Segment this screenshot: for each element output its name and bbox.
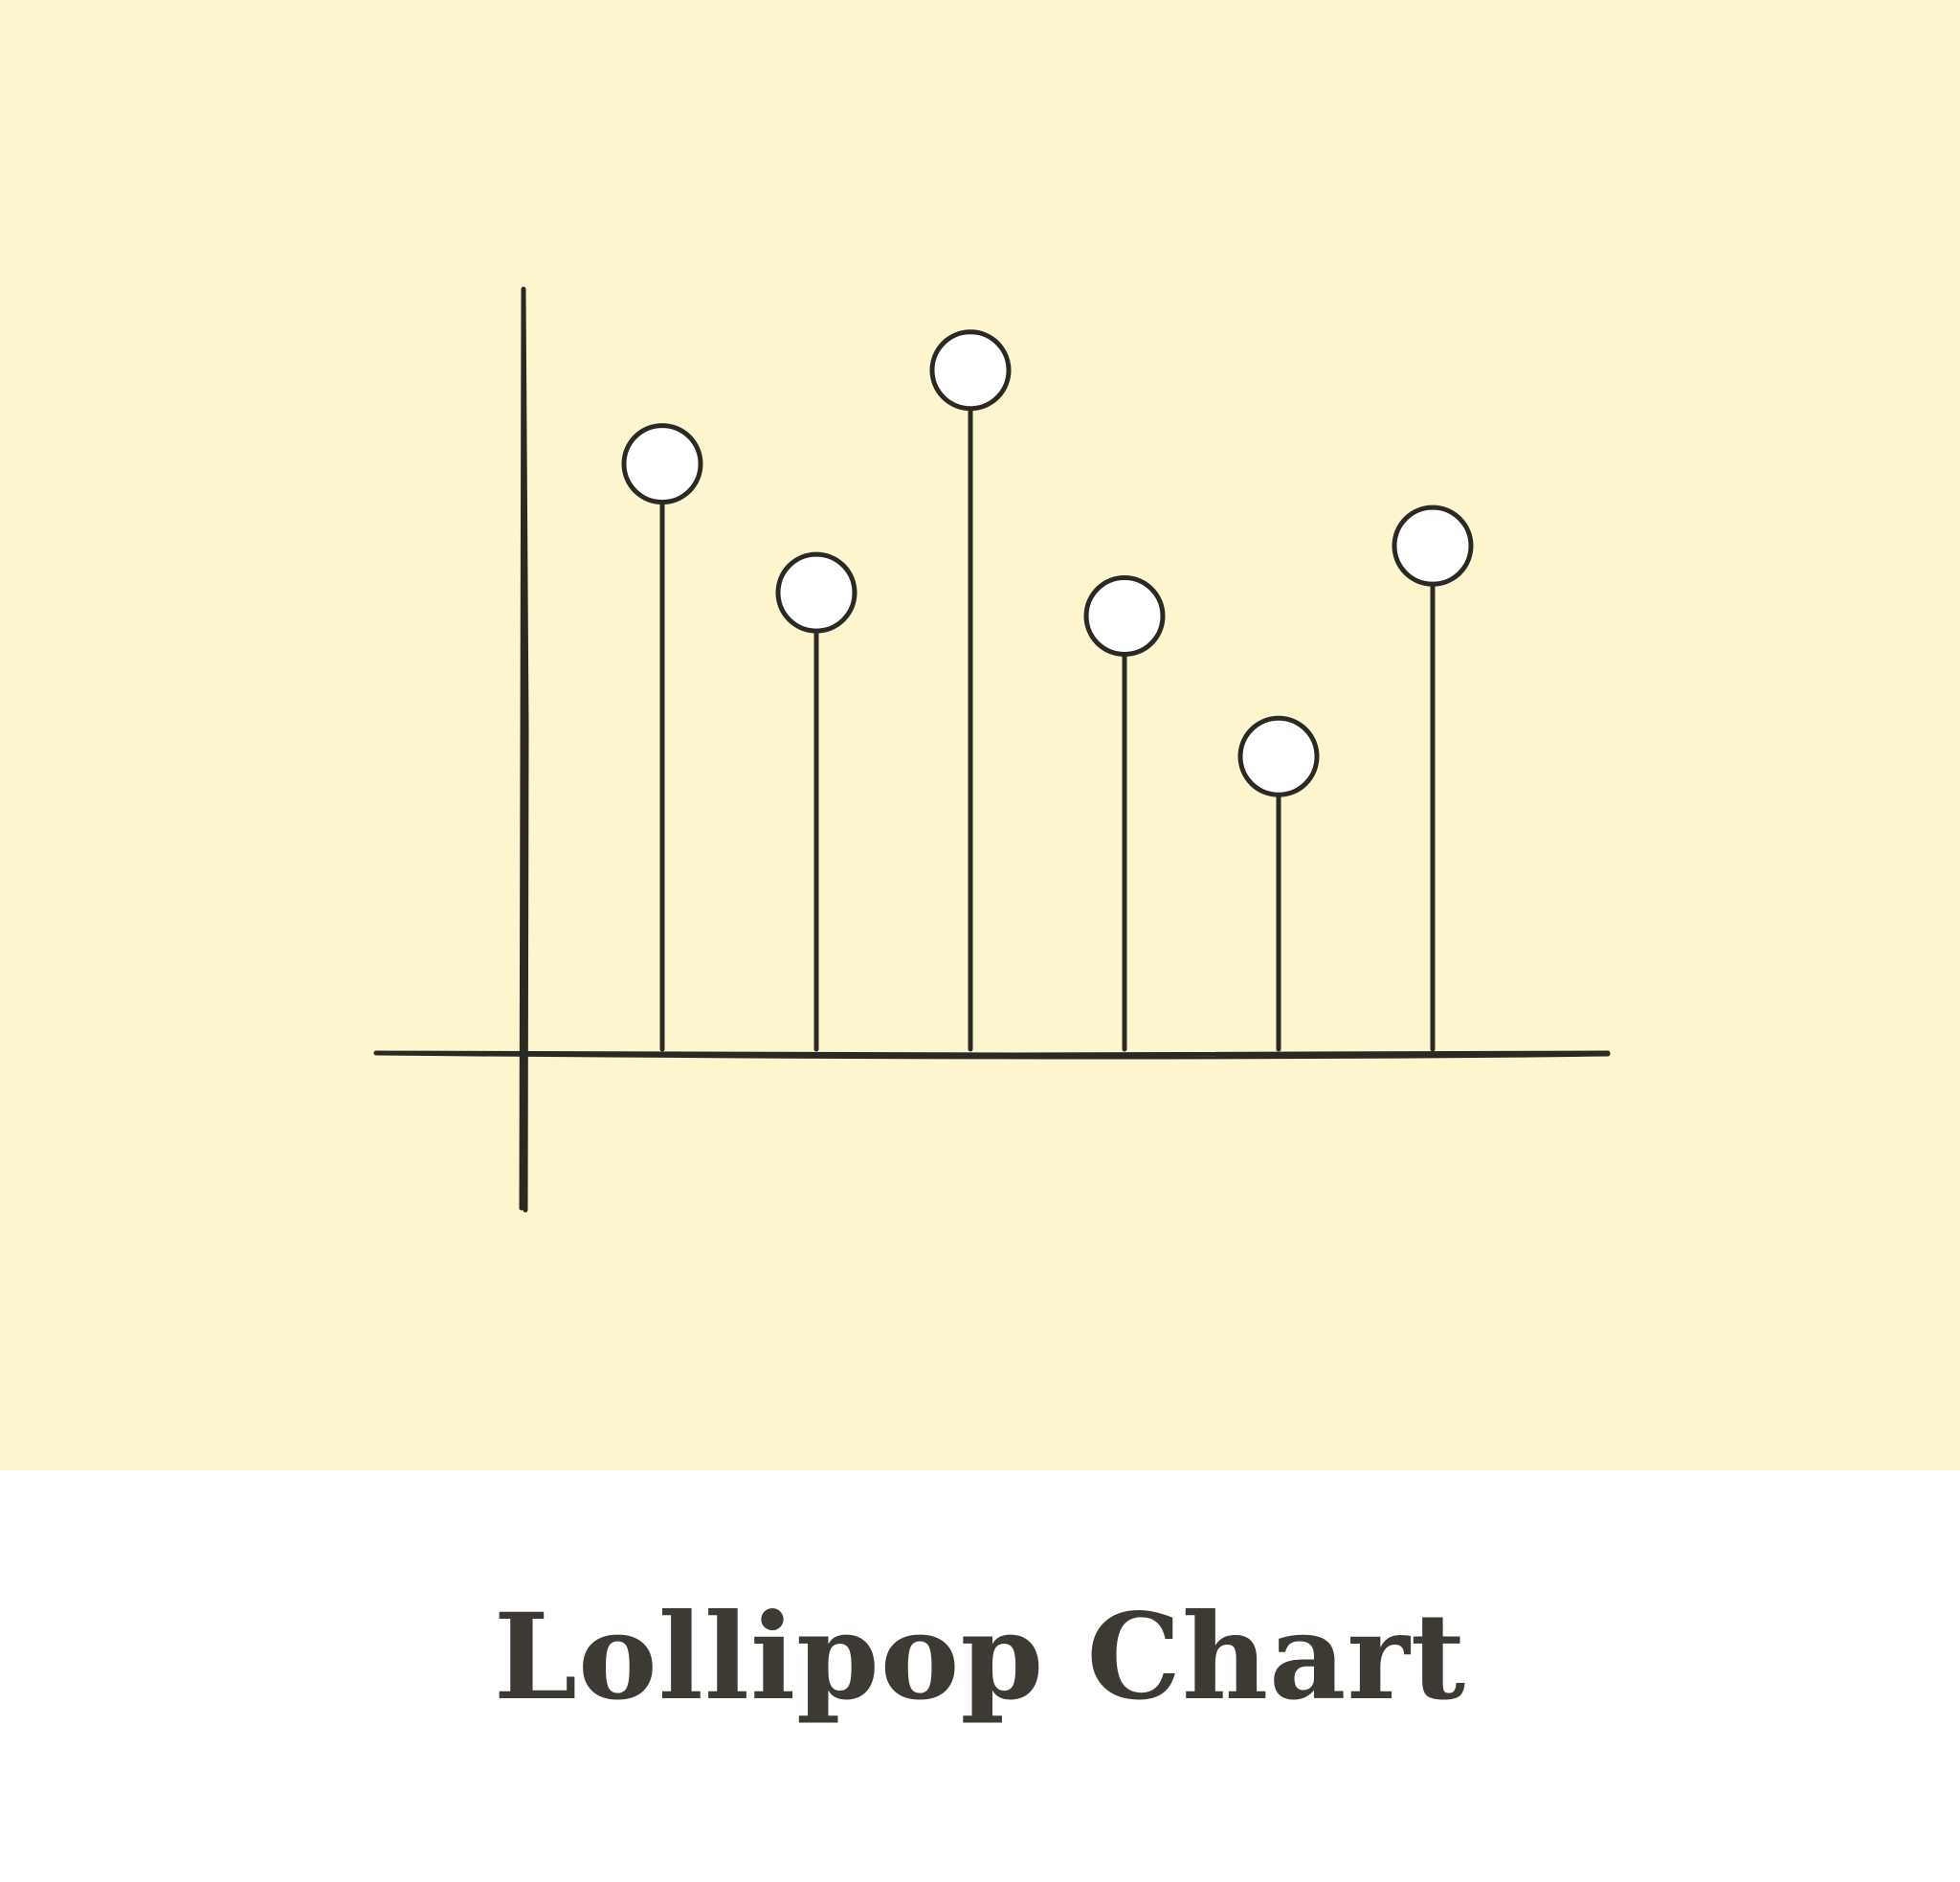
y-axis-line — [518, 286, 529, 1213]
lollipop-head-1 — [621, 423, 703, 505]
lollipop-head-2 — [775, 551, 858, 634]
chart-caption-title: Lollipop Chart — [493, 1587, 1467, 1727]
lollipop-marks — [621, 329, 1474, 1052]
caption-area: Lollipop Chart — [0, 1470, 1960, 1882]
lollipop-head-6 — [1392, 504, 1474, 587]
chart-illustration — [0, 0, 1960, 1470]
chart-background — [0, 0, 1960, 1470]
x-axis-line — [373, 1050, 1611, 1060]
lollipop-head-4 — [1083, 575, 1166, 658]
lollipop-chart — [0, 0, 1960, 1470]
lollipop-head-3 — [929, 329, 1012, 412]
lollipop-head-5 — [1237, 715, 1320, 797]
